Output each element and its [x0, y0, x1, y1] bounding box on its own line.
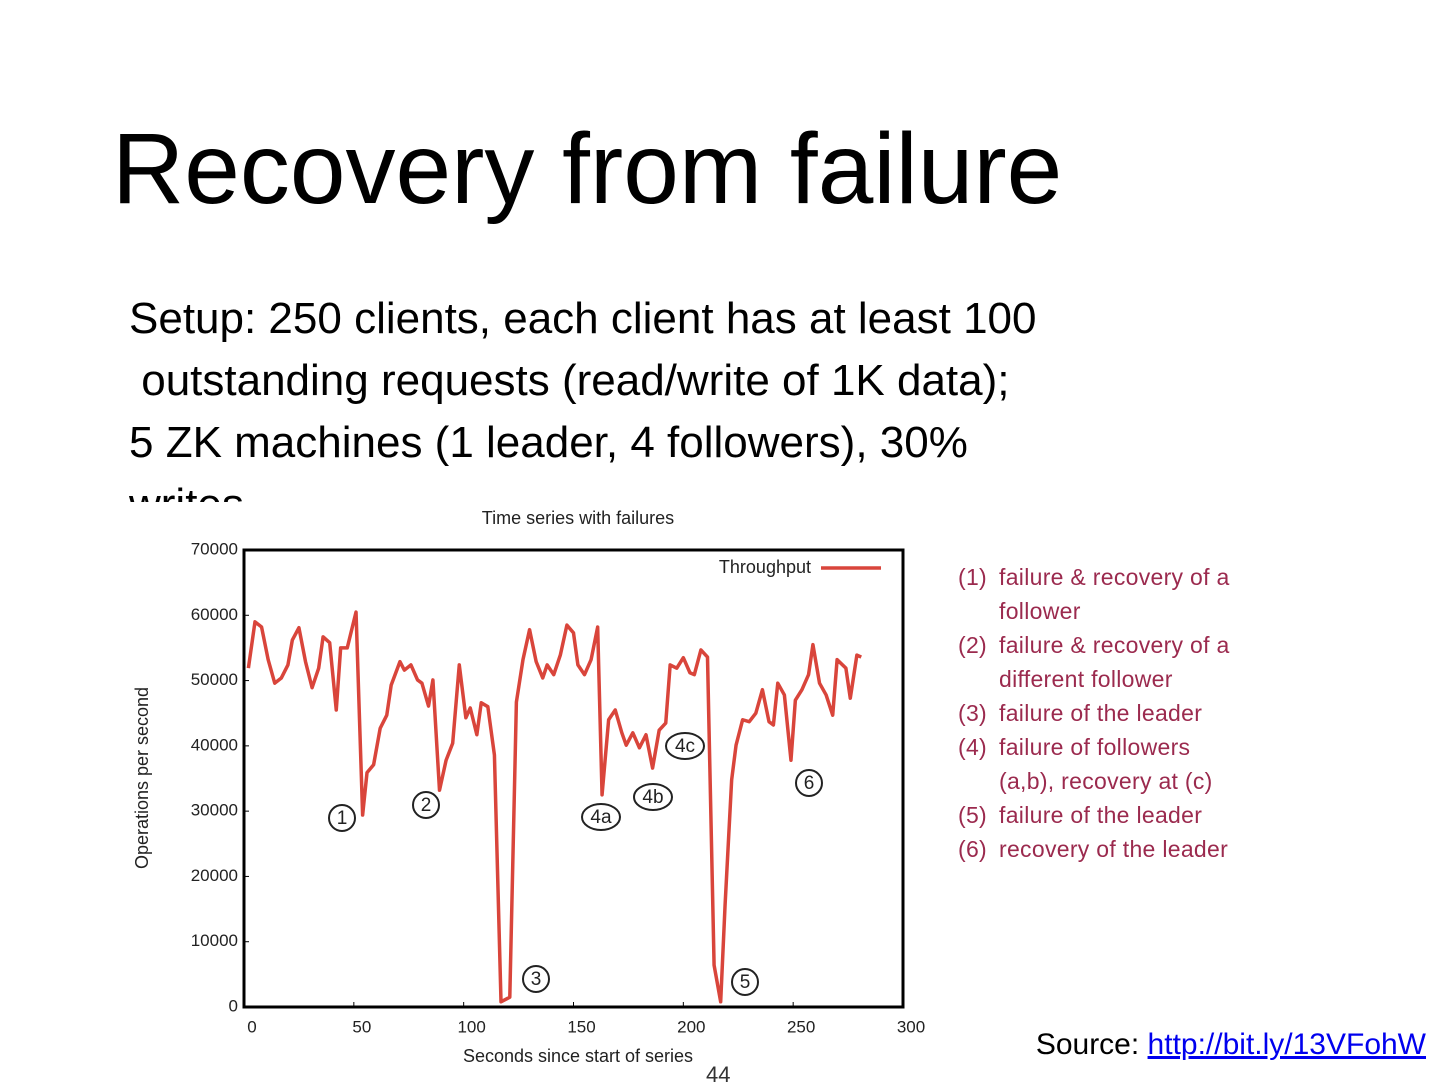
- annotation-circle: [633, 783, 673, 811]
- y-tick-label: 30000: [191, 801, 238, 820]
- note-number: (4): [958, 734, 988, 760]
- x-tick-label: 200: [677, 1017, 705, 1036]
- annotation: 2: [421, 795, 432, 816]
- annotation: 4a: [590, 807, 612, 828]
- x-tick-label: 50: [352, 1017, 371, 1036]
- page-number: 44: [706, 1062, 731, 1087]
- annotation-circle: [665, 732, 705, 760]
- annotation-circle: [412, 791, 440, 819]
- notes-list: (1) failure & recovery of a follower (2) fa…: [958, 560, 1258, 866]
- y-tick-label: 40000: [191, 735, 238, 754]
- x-tick-label: 0: [247, 1017, 256, 1036]
- annotation-circle: [795, 769, 823, 797]
- annotation: 5: [740, 972, 751, 993]
- annotation-circle: [581, 803, 621, 831]
- note-text: failure of the leader: [999, 802, 1203, 828]
- setup-line: outstanding requests (read/write of 1K d…: [129, 356, 1010, 405]
- setup-line: writes: [129, 474, 1279, 502]
- note: (3) failure of the leader: [958, 696, 1258, 730]
- annotation: 4b: [642, 787, 663, 808]
- note-number: (6): [958, 836, 988, 862]
- y-tick-label: 0: [229, 996, 238, 1015]
- plot-frame: [242, 548, 905, 1009]
- annotation-circle: [522, 965, 550, 993]
- x-axis-label: Seconds since start of series: [463, 1046, 693, 1066]
- note-text: recovery of the leader: [999, 836, 1229, 862]
- note: (6) recovery of the leader: [958, 832, 1258, 866]
- annotation-circle: [731, 968, 759, 996]
- note-number: (5): [958, 802, 988, 828]
- note-number: (2): [958, 632, 988, 658]
- slide-title: Recovery from failure: [112, 113, 1063, 225]
- y-tick-label: 20000: [191, 866, 238, 885]
- y-tick-label: 10000: [191, 931, 238, 950]
- legend-label: Throughput: [719, 557, 811, 577]
- x-tick-label: 100: [457, 1017, 485, 1036]
- note-text: failure & recovery of a different follow…: [999, 632, 1230, 692]
- chart-title: Time series with failures: [482, 508, 674, 528]
- note-text: failure & recovery of a follower: [999, 564, 1230, 624]
- source-label: Source:: [1035, 1028, 1148, 1061]
- note: (2) failure & recovery of a different fol…: [958, 628, 1258, 696]
- note-text: failure of followers (a,b), recovery at …: [999, 734, 1213, 794]
- x-tick-label: 300: [897, 1017, 925, 1036]
- annotation: 3: [531, 969, 542, 990]
- note-text: failure of the leader: [999, 700, 1203, 726]
- setup-line: Setup: 250 clients, each client has at l…: [129, 294, 1037, 343]
- note-number: (1): [958, 564, 988, 590]
- note: (5) failure of the leader: [958, 798, 1258, 832]
- line: [246, 610, 862, 1004]
- setup-line: 5 ZK machines (1 leader, 4 followers), 3…: [129, 418, 968, 467]
- note: (1) failure & recovery of a follower: [958, 560, 1258, 628]
- x-tick-label: 250: [787, 1017, 815, 1036]
- annotation-circle: [328, 804, 356, 832]
- x-tick-label: 150: [567, 1017, 595, 1036]
- y-tick-label: 50000: [191, 670, 238, 689]
- note: (4) failure of followers (a,b), recovery …: [958, 730, 1258, 798]
- note-number: (3): [958, 700, 988, 726]
- y-axis-label: Operations per second: [132, 687, 152, 869]
- annotation: 4c: [675, 736, 695, 757]
- source: Source: http://bit.ly/13VFohW: [1036, 1028, 1426, 1062]
- annotation: 6: [804, 773, 815, 794]
- annotation: 1: [337, 808, 348, 829]
- setup-text: Setup: 250 clients, each client has at l…: [129, 288, 1279, 502]
- y-tick-label: 70000: [191, 539, 238, 558]
- source-link[interactable]: http://bit.ly/13VFohW: [1147, 1028, 1426, 1061]
- y-tick-label: 60000: [191, 605, 238, 624]
